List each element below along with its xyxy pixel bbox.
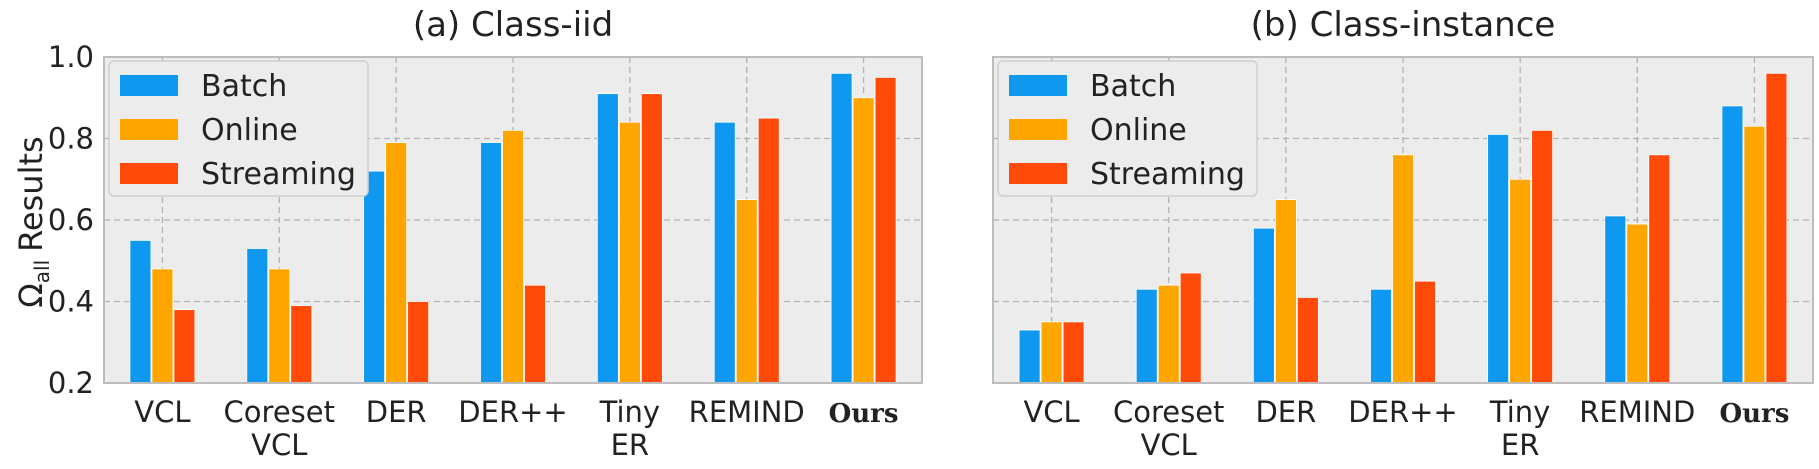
x-tick-label: Ours <box>1719 399 1789 429</box>
legend-swatch-online <box>120 119 178 140</box>
legend: Batch Online Streaming <box>108 60 369 197</box>
bar-batch <box>129 239 152 384</box>
bar-online <box>1157 284 1180 384</box>
x-tick-label: DER <box>366 395 427 429</box>
bar-streaming <box>1648 154 1671 384</box>
bar-online <box>1626 223 1649 384</box>
bar-online <box>852 97 875 384</box>
legend-label: Streaming <box>1090 157 1245 192</box>
y-tick-label: 0.6 <box>48 203 94 237</box>
x-tick-label: Coreset <box>224 395 335 429</box>
x-tick-label: Coreset <box>1113 395 1224 429</box>
bar-online <box>151 268 174 384</box>
legend-label: Streaming <box>201 157 356 192</box>
legend-label: Online <box>1090 113 1187 148</box>
x-tick-label: REMIND <box>1579 395 1695 429</box>
x-tick-label: ER <box>611 428 649 462</box>
bar-streaming <box>1179 272 1202 384</box>
bar-streaming <box>874 76 897 384</box>
bar-batch <box>1487 134 1510 384</box>
bar-online <box>735 199 758 384</box>
bar-online <box>385 142 408 384</box>
legend-label: Batch <box>201 69 287 104</box>
plot-frame <box>103 56 923 384</box>
chart-title: (b) Class-instance <box>1251 5 1556 45</box>
x-tick-label: Tiny <box>599 395 660 429</box>
x-tick-label: REMIND <box>689 395 805 429</box>
x-tick-label: Tiny <box>1489 395 1550 429</box>
bar-batch <box>596 93 619 384</box>
bar-streaming <box>524 284 546 384</box>
bar-online <box>618 121 641 384</box>
bar-streaming <box>757 117 780 384</box>
bar-streaming <box>1765 72 1788 384</box>
bar-batch <box>1135 288 1158 384</box>
bar-online <box>1392 154 1414 384</box>
bar-batch <box>1252 227 1275 384</box>
bar-online <box>1509 178 1532 384</box>
x-tick-label: Ours <box>829 399 899 429</box>
legend-swatch-streaming <box>120 163 178 184</box>
bar-batch <box>480 142 502 384</box>
bar-online <box>1743 125 1766 384</box>
y-tick-label: 0.8 <box>48 122 94 156</box>
legend-swatch-batch <box>1009 75 1067 96</box>
legend-swatch-online <box>1009 119 1067 140</box>
bar-streaming <box>1414 280 1436 384</box>
x-tick-label: VCL <box>251 428 307 462</box>
y-tick-label: 0.4 <box>48 285 94 319</box>
bar-batch <box>1604 215 1627 384</box>
x-tick-label: ER <box>1501 428 1539 462</box>
y-axis-label-subscript: all <box>30 260 54 283</box>
x-tick-label: DER <box>1255 395 1316 429</box>
bar-streaming <box>290 305 313 384</box>
x-tick-label: DER++ <box>1348 395 1457 429</box>
legend: Batch Online Streaming <box>997 60 1258 197</box>
bar-batch <box>1370 288 1392 384</box>
bar-streaming <box>640 93 663 384</box>
bar-online <box>1274 199 1297 384</box>
bar-batch <box>363 170 386 384</box>
bar-batch <box>830 72 853 384</box>
y-tick-label: 1.0 <box>48 40 94 74</box>
bar-online <box>268 268 291 384</box>
legend-label: Batch <box>1090 69 1176 104</box>
plot-frame <box>992 56 1814 384</box>
bar-batch <box>1721 105 1744 384</box>
x-tick-label: VCL <box>134 395 190 429</box>
y-axis-label: Ωall Results <box>12 136 54 307</box>
y-tick-label: 0.2 <box>48 366 94 400</box>
y-axis-label-text: Results <box>12 136 50 252</box>
legend-swatch-batch <box>120 75 178 96</box>
bar-online <box>502 129 524 384</box>
bar-batch <box>1018 329 1041 384</box>
bar-streaming <box>1296 297 1319 384</box>
bar-streaming <box>1531 129 1554 384</box>
y-axis-label-symbol: Ω <box>12 283 50 307</box>
bar-batch <box>713 121 736 384</box>
chart-title: (a) Class-iid <box>413 5 613 45</box>
legend-label: Online <box>201 113 298 148</box>
legend-swatch-streaming <box>1009 163 1067 184</box>
x-tick-label: VCL <box>1141 428 1197 462</box>
bar-online <box>1040 321 1063 384</box>
x-tick-label: VCL <box>1023 395 1079 429</box>
bar-streaming <box>1062 321 1085 384</box>
bar-streaming <box>407 301 430 384</box>
bar-batch <box>246 248 269 384</box>
bar-streaming <box>173 309 196 384</box>
x-tick-label: DER++ <box>458 395 567 429</box>
